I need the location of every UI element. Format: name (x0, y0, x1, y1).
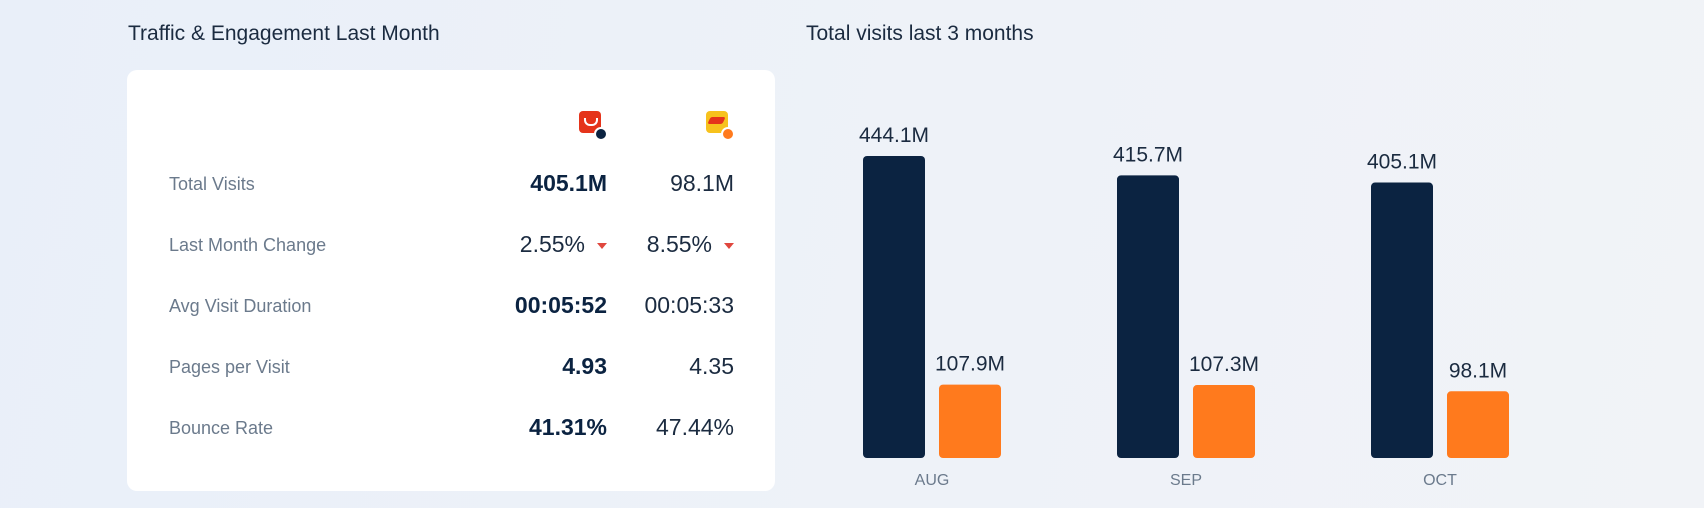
decrease-arrow-icon (597, 243, 607, 249)
row-label: Pages per Visit (169, 357, 290, 377)
site-b-change-value: 8.55% (646, 231, 712, 257)
bar-oct-series-2 (1447, 391, 1509, 458)
row-label: Last Month Change (169, 235, 327, 255)
data-label-sep-series-1: 415.7M (1113, 143, 1183, 166)
row-label: Avg Visit Duration (169, 296, 312, 316)
bar-aug-series-2 (939, 384, 1001, 458)
bar-sep-series-2 (1193, 385, 1255, 458)
site-a-change: 2.55% (520, 231, 607, 258)
site-b-change: 8.55% (647, 231, 734, 258)
row-bounce-rate: Bounce Rate 41.31% 47.44% (127, 408, 775, 448)
shopping-bag-icon (579, 111, 601, 133)
site-a-value: 41.31% (528, 414, 607, 440)
category-label-aug: AUG (915, 472, 950, 489)
total-visits-bar-chart: 444.1M 107.9M AUG 415.7M 107.3M SEP 405.1M 98.1… (859, 124, 1509, 489)
site-a-value: 00:05:52 (514, 292, 607, 318)
site-a-value: 405.1M (530, 170, 607, 196)
site-a-change-value: 2.55% (519, 231, 585, 257)
site-b-value: 00:05:33 (644, 292, 734, 318)
bar-aug-series-1 (863, 156, 925, 458)
decrease-arrow-icon (724, 243, 734, 249)
site-a-value: 4.93 (562, 353, 607, 379)
site-b-value: 47.44% (655, 414, 734, 440)
site-b-value: 98.1M (670, 170, 734, 196)
row-avg-visit-duration: Avg Visit Duration 00:05:52 00:05:33 (127, 286, 775, 326)
row-total-visits: Total Visits 405.1M 98.1M (127, 164, 775, 204)
site-b-color-dot (721, 127, 735, 141)
data-label-sep-series-2: 107.3M (1189, 353, 1259, 376)
data-label-aug-series-1: 444.1M (859, 124, 929, 147)
row-last-month-change: Last Month Change 2.55% 8.55% (127, 225, 775, 265)
data-label-oct-series-1: 405.1M (1367, 151, 1437, 174)
total-visits-title: Total visits last 3 months (806, 22, 1034, 45)
yellow-logo-icon (706, 111, 728, 133)
site-b-value: 4.35 (689, 353, 734, 379)
row-pages-per-visit: Pages per Visit 4.93 4.35 (127, 347, 775, 387)
category-label-sep: SEP (1170, 472, 1202, 489)
site-a-color-dot (594, 127, 608, 141)
data-label-aug-series-2: 107.9M (935, 353, 1005, 376)
traffic-engagement-title: Traffic & Engagement Last Month (128, 22, 440, 45)
row-label: Bounce Rate (169, 418, 274, 438)
bar-oct-series-1 (1371, 182, 1433, 458)
row-label: Total Visits (169, 174, 255, 194)
data-label-oct-series-2: 98.1M (1449, 359, 1507, 382)
category-label-oct: OCT (1423, 472, 1457, 489)
traffic-engagement-card: Total Visits 405.1M 98.1M Last Month Cha… (127, 70, 775, 491)
bar-sep-series-1 (1117, 175, 1179, 458)
